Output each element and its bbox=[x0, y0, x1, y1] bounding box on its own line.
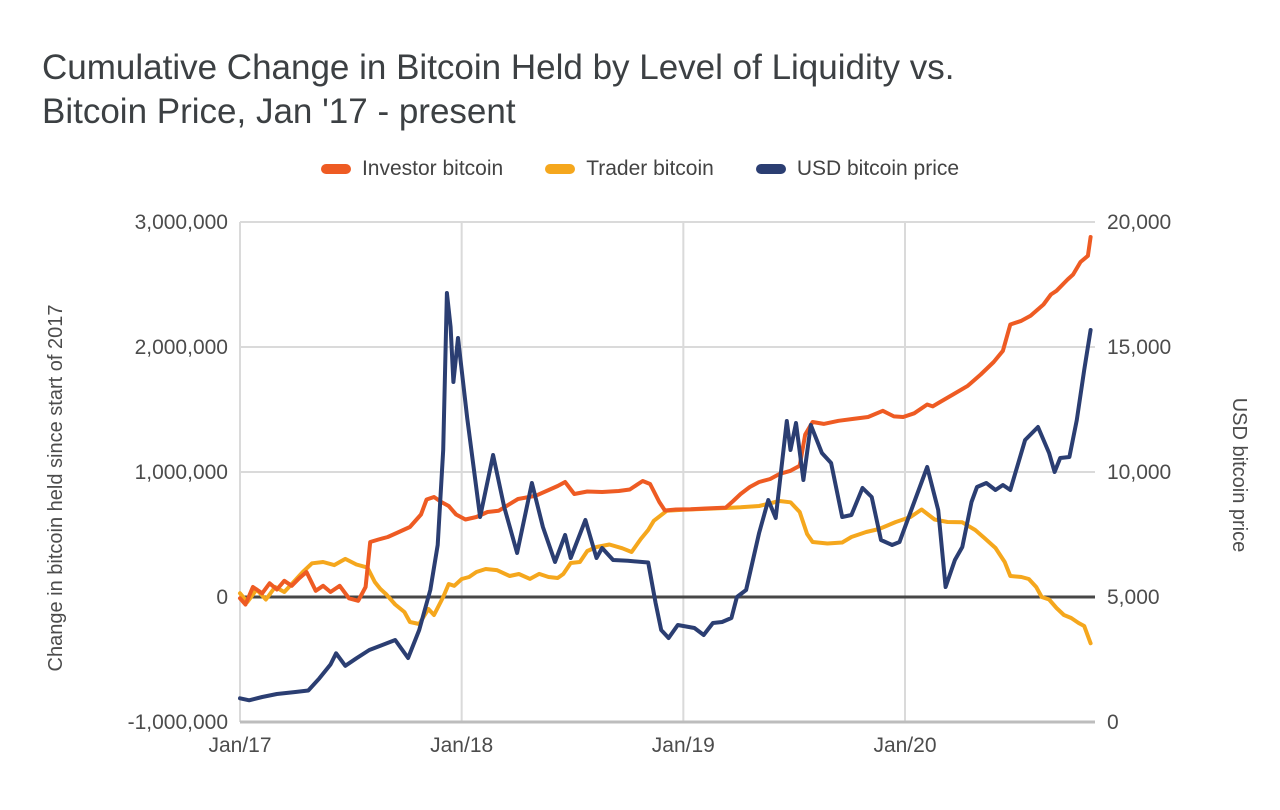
left-tick-label: 3,000,000 bbox=[135, 211, 228, 234]
legend-swatch-usd-price-icon bbox=[755, 164, 786, 174]
left-axis-title: Change in bitcoin held since start of 20… bbox=[45, 305, 67, 672]
legend-item-usd-price: USD bitcoin price bbox=[755, 157, 960, 181]
right-tick-label: 20,000 bbox=[1107, 211, 1171, 234]
legend-item-trader-bitcoin: Trader bitcoin bbox=[545, 157, 714, 181]
x-tick-label: Jan/17 bbox=[208, 734, 271, 757]
x-tick-label: Jan/20 bbox=[873, 734, 936, 757]
legend-label-usd-price: USD bitcoin price bbox=[796, 157, 960, 180]
chart-legend: Investor bitcoin Trader bitcoin USD bitc… bbox=[0, 157, 1280, 181]
x-tick-label: Jan/19 bbox=[652, 734, 715, 757]
page-title: Cumulative Change in Bitcoin Held by Lev… bbox=[42, 46, 954, 134]
legend-label-trader: Trader bitcoin bbox=[586, 157, 714, 180]
legend-swatch-investor-icon bbox=[320, 164, 351, 174]
right-tick-label: 10,000 bbox=[1107, 461, 1171, 484]
left-tick-label: 0 bbox=[216, 586, 228, 609]
right-axis-title: USD bitcoin price bbox=[1228, 398, 1250, 553]
left-tick-label: 2,000,000 bbox=[135, 336, 228, 359]
series-line-usd-bitcoin-price bbox=[238, 291, 1093, 703]
x-tick-label: Jan/18 bbox=[430, 734, 493, 757]
left-tick-label: -1,000,000 bbox=[128, 711, 228, 734]
right-tick-label: 5,000 bbox=[1107, 586, 1160, 609]
legend-swatch-trader-icon bbox=[545, 164, 576, 174]
series-line-investor-bitcoin bbox=[238, 235, 1093, 607]
page-title-line-1: Cumulative Change in Bitcoin Held by Lev… bbox=[42, 48, 955, 87]
right-tick-label: 15,000 bbox=[1107, 336, 1171, 359]
left-tick-label: 1,000,000 bbox=[135, 461, 228, 484]
right-tick-label: 0 bbox=[1107, 711, 1119, 734]
legend-item-investor-bitcoin: Investor bitcoin bbox=[320, 157, 504, 181]
legend-label-investor: Investor bitcoin bbox=[361, 157, 504, 180]
series-line-trader-bitcoin bbox=[238, 499, 1093, 646]
page-title-line-2: Bitcoin Price, Jan '17 - present bbox=[42, 92, 516, 131]
